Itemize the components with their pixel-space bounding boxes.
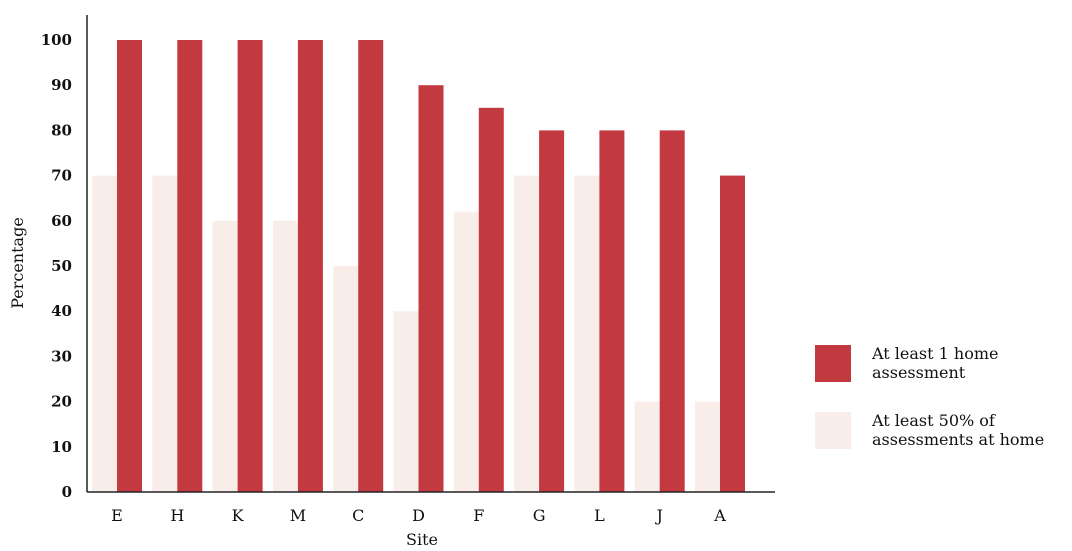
- bar-M-series-2: [297, 40, 323, 492]
- y-axis-title: Percentage: [8, 217, 27, 309]
- y-tick-label: 70: [51, 167, 72, 185]
- bar-J-series-1: [634, 401, 660, 492]
- bar-C-series-1: [333, 266, 359, 492]
- x-tick-label-L: L: [594, 506, 605, 525]
- y-tick-label: 60: [51, 212, 72, 230]
- bar-M-series-1: [272, 220, 298, 493]
- bar-D-series-2: [418, 85, 444, 492]
- y-tick-label: 40: [51, 302, 72, 320]
- bar-E-series-2: [117, 40, 142, 492]
- x-tick-label-C: C: [352, 506, 364, 525]
- legend-label-series-1: assessments at home: [872, 430, 1044, 449]
- bars-layer: [92, 40, 745, 493]
- y-tick-label: 30: [51, 347, 72, 365]
- legend-label-series-1: At least 50% of: [871, 411, 996, 430]
- bar-G-series-2: [539, 130, 565, 492]
- y-tick-label: 50: [51, 257, 72, 275]
- x-tick-label-D: D: [412, 506, 425, 525]
- bar-A-series-2: [720, 175, 745, 492]
- bar-K-series-2: [237, 40, 263, 492]
- x-tick-label-F: F: [473, 506, 484, 525]
- x-tick-label-H: H: [170, 506, 184, 525]
- bar-J-series-2: [659, 130, 685, 492]
- x-tick-label-J: J: [654, 506, 662, 525]
- x-tick-label-G: G: [533, 506, 546, 525]
- x-tick-label-E: E: [111, 506, 123, 525]
- bar-H-series-1: [152, 175, 178, 492]
- bar-E-series-1: [92, 175, 117, 492]
- legend-label-series-2: At least 1 home: [871, 344, 998, 363]
- bar-H-series-2: [177, 40, 203, 492]
- x-axis-title: Site: [406, 530, 438, 549]
- bar-G-series-1: [514, 175, 540, 492]
- y-tick-label: 10: [51, 438, 72, 456]
- x-tick-label-A: A: [713, 506, 726, 525]
- bar-C-series-2: [358, 40, 384, 492]
- bar-D-series-1: [393, 311, 419, 492]
- x-tick-label-M: M: [290, 506, 306, 525]
- y-tick-label: 0: [62, 483, 72, 501]
- y-tick-label: 90: [51, 76, 72, 94]
- legend-label-series-2: assessment: [872, 363, 966, 382]
- bar-L-series-1: [574, 175, 600, 492]
- y-tick-label: 80: [51, 121, 72, 139]
- legend-swatch-series-1: [815, 412, 851, 449]
- bar-F-series-1: [453, 211, 479, 492]
- x-tick-label-K: K: [232, 506, 245, 525]
- bar-K-series-1: [212, 220, 238, 493]
- bar-A-series-1: [695, 401, 720, 492]
- legend-swatch-series-2: [815, 345, 851, 382]
- bar-F-series-2: [478, 107, 504, 493]
- y-tick-label: 100: [41, 31, 72, 49]
- bar-L-series-2: [599, 130, 625, 492]
- y-tick-label: 20: [51, 393, 72, 411]
- y-tick-labels: 0 10 20 30 40 50 60 70 80 90 100: [41, 31, 72, 501]
